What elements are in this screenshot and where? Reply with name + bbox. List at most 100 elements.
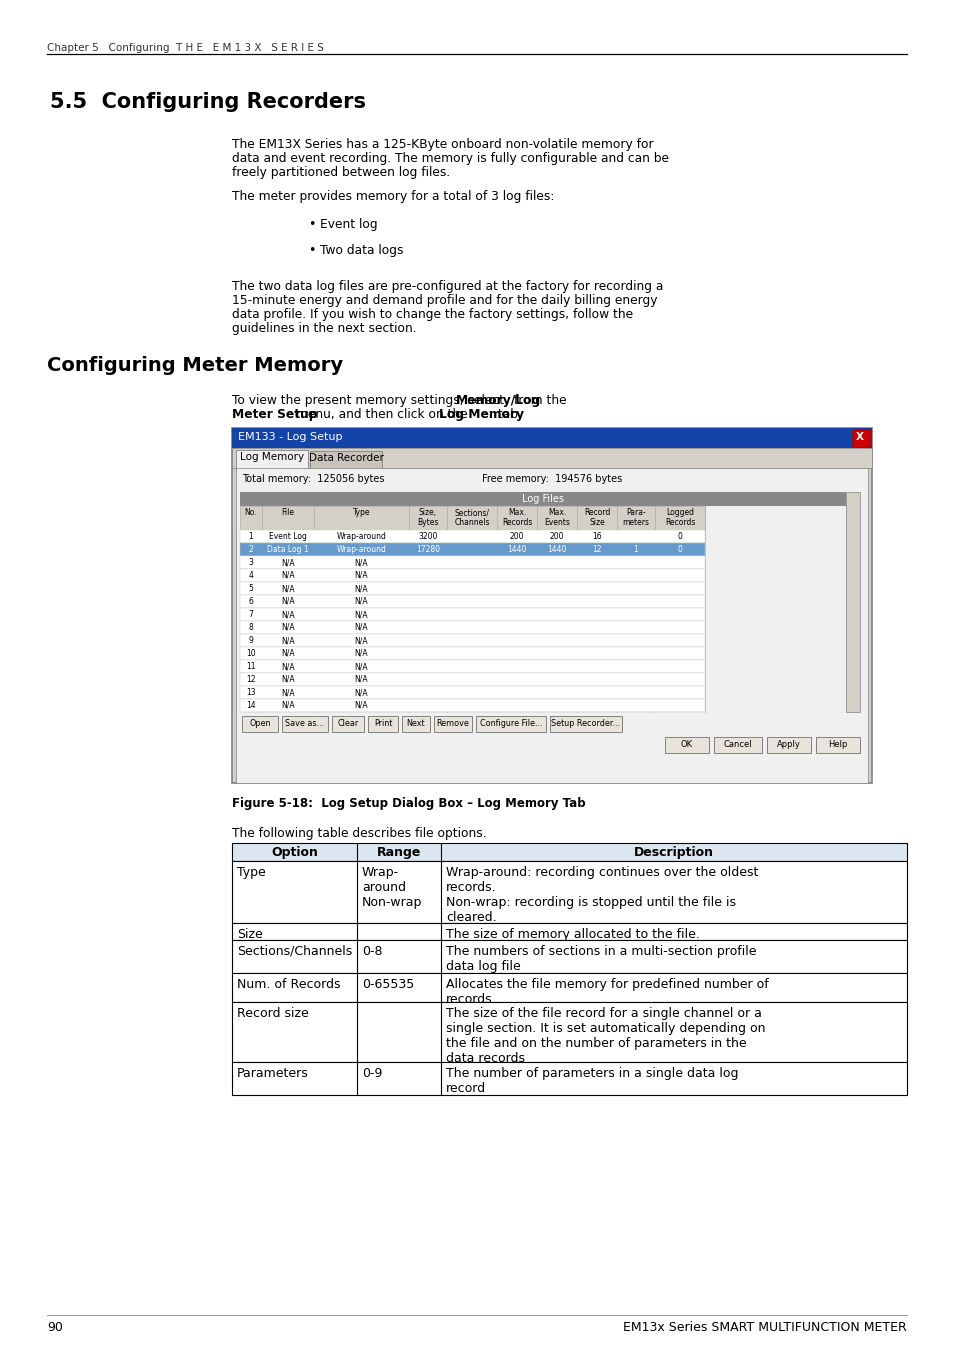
Text: 3200: 3200 xyxy=(417,532,437,541)
Text: Memory/Log: Memory/Log xyxy=(455,394,540,407)
Text: 4: 4 xyxy=(249,571,253,580)
Text: 7: 7 xyxy=(249,610,253,619)
Text: N/A: N/A xyxy=(281,635,294,645)
Bar xyxy=(232,973,906,1002)
Text: N/A: N/A xyxy=(281,584,294,594)
Text: Meter Setup: Meter Setup xyxy=(232,407,317,421)
Bar xyxy=(401,716,430,733)
Bar xyxy=(240,673,704,687)
Bar xyxy=(240,530,704,544)
Text: 0: 0 xyxy=(677,545,681,554)
Text: N/A: N/A xyxy=(281,610,294,619)
Bar xyxy=(232,1002,906,1062)
Text: Next: Next xyxy=(406,719,425,728)
Bar xyxy=(232,428,871,448)
Text: Cancel: Cancel xyxy=(723,741,752,749)
Text: tab.: tab. xyxy=(494,407,521,421)
Bar xyxy=(232,923,906,940)
Text: Logged
Records: Logged Records xyxy=(664,509,695,527)
Text: Allocates the file memory for predefined number of
records: Allocates the file memory for predefined… xyxy=(446,978,768,1006)
Text: Event Log: Event Log xyxy=(269,532,307,541)
Text: Data Log 1: Data Log 1 xyxy=(267,545,309,554)
Bar xyxy=(664,737,708,753)
Text: N/A: N/A xyxy=(281,701,294,710)
Text: 5.5  Configuring Recorders: 5.5 Configuring Recorders xyxy=(50,92,366,112)
Text: OK: OK xyxy=(680,741,692,749)
Text: Wrap-
around
Non-wrap: Wrap- around Non-wrap xyxy=(361,866,422,909)
Text: Parameters: Parameters xyxy=(236,1067,309,1081)
Bar xyxy=(240,660,704,673)
Text: guidelines in the next section.: guidelines in the next section. xyxy=(232,322,416,335)
Text: Num. of Records: Num. of Records xyxy=(236,978,340,992)
Bar xyxy=(232,843,906,861)
Text: Free memory:  194576 bytes: Free memory: 194576 bytes xyxy=(481,473,621,484)
Text: The EM13X Series has a 125-KByte onboard non-volatile memory for: The EM13X Series has a 125-KByte onboard… xyxy=(232,138,653,151)
Text: 1: 1 xyxy=(249,532,253,541)
Bar xyxy=(240,581,704,595)
Bar xyxy=(232,940,906,973)
Text: data and event recording. The memory is fully configurable and can be: data and event recording. The memory is … xyxy=(232,152,668,165)
Bar xyxy=(713,737,761,753)
Text: EM133 - Log Setup: EM133 - Log Setup xyxy=(237,432,342,442)
Text: 0-9: 0-9 xyxy=(361,1067,382,1081)
Bar xyxy=(240,621,704,634)
Bar xyxy=(240,699,704,712)
Text: N/A: N/A xyxy=(281,674,294,684)
Text: 90: 90 xyxy=(47,1321,63,1334)
Text: N/A: N/A xyxy=(355,662,368,670)
Bar xyxy=(845,492,859,712)
Text: 5: 5 xyxy=(249,584,253,594)
Bar xyxy=(240,544,704,556)
Text: N/A: N/A xyxy=(281,623,294,631)
Text: 1440: 1440 xyxy=(507,545,526,554)
Text: N/A: N/A xyxy=(281,571,294,580)
Text: from the: from the xyxy=(510,394,566,407)
Bar xyxy=(240,595,704,608)
Text: Wrap-around: Wrap-around xyxy=(336,532,386,541)
Text: File: File xyxy=(281,509,294,517)
Bar xyxy=(240,506,704,530)
Text: Wrap-around: recording continues over the oldest
records.
Non-wrap: recording is: Wrap-around: recording continues over th… xyxy=(446,866,758,924)
Text: 0-8: 0-8 xyxy=(361,946,382,958)
Text: N/A: N/A xyxy=(355,635,368,645)
Bar xyxy=(232,428,871,782)
Bar xyxy=(766,737,810,753)
Text: Log Memory: Log Memory xyxy=(240,452,304,461)
Bar xyxy=(232,1062,906,1095)
Text: N/A: N/A xyxy=(355,674,368,684)
Bar xyxy=(310,451,381,469)
Bar xyxy=(851,429,869,447)
Text: 11: 11 xyxy=(246,662,255,670)
Text: N/A: N/A xyxy=(281,688,294,697)
Text: N/A: N/A xyxy=(355,649,368,658)
Text: N/A: N/A xyxy=(281,649,294,658)
Text: Print: Print xyxy=(374,719,392,728)
Bar xyxy=(235,468,867,782)
Text: Save as...: Save as... xyxy=(285,719,324,728)
Text: Configuring Meter Memory: Configuring Meter Memory xyxy=(47,356,343,375)
Text: Sections/Channels: Sections/Channels xyxy=(236,946,352,958)
Text: Chapter 5   Configuring  T H E   E M 1 3 X   S E R I E S: Chapter 5 Configuring T H E E M 1 3 X S … xyxy=(47,43,323,53)
Bar xyxy=(368,716,397,733)
Text: Apply: Apply xyxy=(777,741,801,749)
Text: Max.
Events: Max. Events xyxy=(543,509,569,527)
Text: Wrap-around: Wrap-around xyxy=(336,545,386,554)
Text: 15-minute energy and demand profile and for the daily billing energy: 15-minute energy and demand profile and … xyxy=(232,294,657,308)
Text: Two data logs: Two data logs xyxy=(319,244,403,258)
Text: Remove: Remove xyxy=(436,719,469,728)
Text: Option: Option xyxy=(271,846,317,859)
Bar xyxy=(815,737,859,753)
Text: Size: Size xyxy=(236,928,262,942)
Text: Description: Description xyxy=(634,846,714,859)
Text: N/A: N/A xyxy=(355,688,368,697)
Text: Record
Size: Record Size xyxy=(583,509,610,527)
Bar xyxy=(235,451,308,469)
Text: 2: 2 xyxy=(249,545,253,554)
Text: 8: 8 xyxy=(249,623,253,631)
Text: N/A: N/A xyxy=(355,598,368,606)
Text: To view the present memory settings, select: To view the present memory settings, sel… xyxy=(232,394,507,407)
Text: 1: 1 xyxy=(633,545,638,554)
Bar xyxy=(240,648,704,660)
Text: Type: Type xyxy=(353,509,370,517)
Bar xyxy=(240,492,845,506)
